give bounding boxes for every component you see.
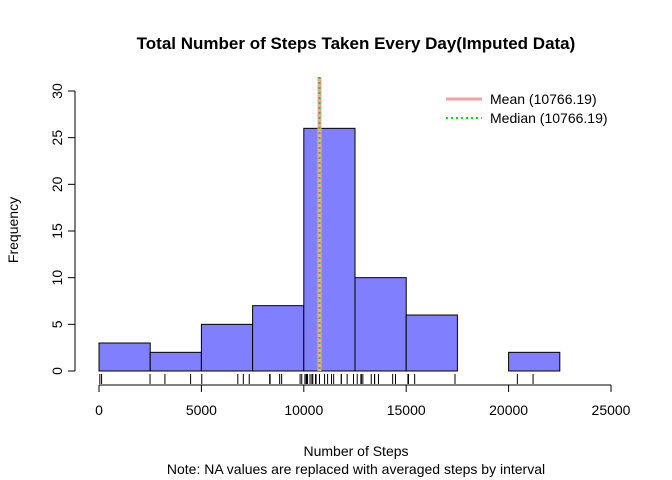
bar	[354, 277, 407, 372]
bar	[508, 351, 561, 372]
y-tick-label: 30	[49, 83, 65, 99]
x-tick-label: 5000	[186, 402, 217, 418]
legend-mean-label: Mean (10766.19)	[490, 91, 597, 107]
x-axis-ticks: 0 5000 10000 15000 20000 25000	[95, 385, 631, 418]
rug-group	[99, 374, 534, 384]
bar	[98, 342, 151, 372]
x-tick-label: 0	[95, 402, 103, 418]
y-tick-label: 20	[49, 176, 65, 192]
y-axis-label: Frequency	[5, 197, 21, 263]
x-tick-label: 15000	[387, 402, 426, 418]
bar	[303, 127, 356, 372]
y-tick-label: 10	[49, 270, 65, 286]
x-tick-label: 20000	[489, 402, 528, 418]
bar	[200, 323, 254, 372]
y-axis-ticks: 0 5 10 15 20 25 30	[49, 83, 75, 375]
bar	[405, 314, 458, 372]
y-tick-label: 0	[49, 367, 65, 375]
chart-title: Total Number of Steps Taken Every Day(Im…	[137, 34, 576, 53]
legend-median-label: Median (10766.19)	[490, 110, 608, 126]
legend: Mean (10766.19) Median (10766.19)	[446, 91, 608, 126]
bars-group	[98, 127, 561, 372]
x-tick-label: 10000	[284, 402, 323, 418]
bar	[252, 305, 305, 372]
bar	[149, 351, 202, 372]
x-axis-label: Number of Steps	[303, 443, 408, 459]
y-tick-label: 5	[49, 320, 65, 328]
x-tick-label: 25000	[592, 402, 631, 418]
y-tick-label: 15	[49, 223, 65, 239]
y-tick-label: 25	[49, 130, 65, 146]
chart-subtitle: Note: NA values are replaced with averag…	[167, 461, 545, 477]
